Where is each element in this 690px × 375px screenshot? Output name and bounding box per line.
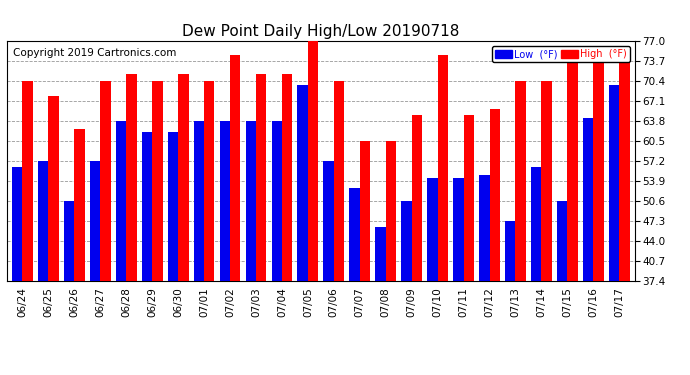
Bar [515, 81, 526, 281]
Bar [324, 161, 334, 281]
Bar [308, 41, 318, 281]
Bar [531, 167, 542, 281]
Bar [90, 161, 100, 281]
Bar [168, 132, 178, 281]
Text: Copyright 2019 Cartronics.com: Copyright 2019 Cartronics.com [13, 48, 177, 58]
Bar [402, 201, 412, 281]
Title: Dew Point Daily High/Low 20190718: Dew Point Daily High/Low 20190718 [182, 24, 460, 39]
Legend: Low  (°F), High  (°F): Low (°F), High (°F) [492, 46, 630, 62]
Bar [412, 115, 422, 281]
Bar [557, 201, 567, 281]
Bar [375, 227, 386, 281]
Bar [64, 201, 75, 281]
Bar [75, 129, 85, 281]
Bar [116, 121, 126, 281]
Bar [204, 81, 215, 281]
Bar [194, 121, 204, 281]
Bar [479, 175, 489, 281]
Bar [142, 132, 152, 281]
Bar [23, 81, 33, 281]
Bar [349, 188, 359, 281]
Bar [359, 141, 370, 281]
Bar [12, 167, 23, 281]
Bar [100, 81, 110, 281]
Bar [567, 61, 578, 281]
Bar [256, 74, 266, 281]
Bar [38, 161, 48, 281]
Bar [464, 115, 474, 281]
Bar [609, 85, 619, 281]
Bar [489, 109, 500, 281]
Bar [282, 74, 293, 281]
Bar [48, 96, 59, 281]
Bar [178, 74, 188, 281]
Bar [427, 178, 437, 281]
Bar [272, 121, 282, 281]
Bar [583, 118, 593, 281]
Bar [619, 61, 629, 281]
Bar [230, 55, 240, 281]
Bar [542, 81, 552, 281]
Bar [505, 221, 515, 281]
Bar [437, 55, 448, 281]
Bar [593, 61, 604, 281]
Bar [246, 121, 256, 281]
Bar [126, 74, 137, 281]
Bar [334, 81, 344, 281]
Bar [152, 81, 163, 281]
Bar [219, 121, 230, 281]
Bar [453, 178, 464, 281]
Bar [386, 141, 396, 281]
Bar [297, 85, 308, 281]
